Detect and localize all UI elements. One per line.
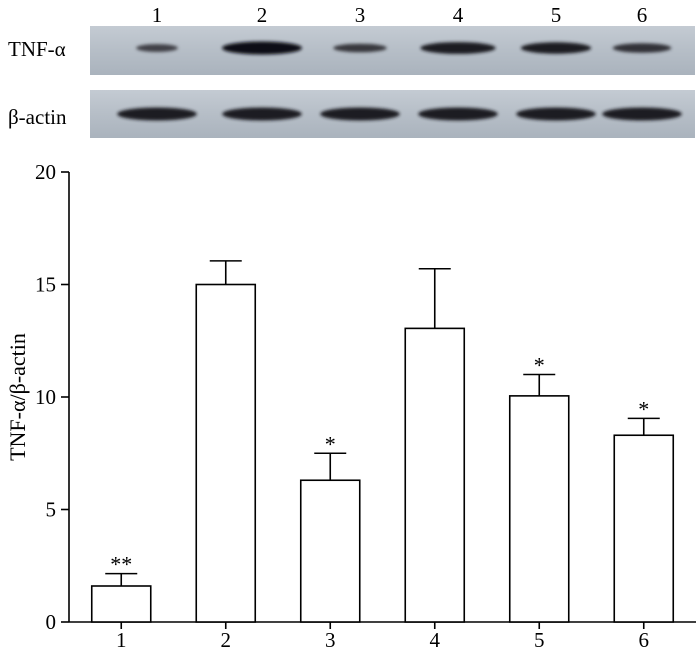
y-tick-label: 20 [35, 160, 56, 184]
blot-band [418, 107, 498, 121]
blot-bands-actin [117, 107, 682, 121]
x-tick-label: 1 [116, 628, 127, 649]
bars: ***** [90, 260, 675, 623]
blot-band [520, 42, 592, 54]
blot-row-label-actin: β-actin [8, 105, 67, 129]
y-tick-label: 15 [35, 273, 56, 297]
y-axis-label: TNF-α/β-actin [5, 333, 30, 461]
blot-bands-tnf [136, 41, 672, 55]
bar [404, 327, 466, 623]
blot-lane-label: 6 [637, 3, 648, 27]
significance-label: * [325, 431, 336, 456]
blot-band [602, 107, 682, 121]
bar [299, 479, 361, 623]
y-tick-label: 10 [35, 385, 56, 409]
x-tick-label: 3 [325, 628, 336, 649]
x-tick-label: 2 [221, 628, 232, 649]
y-tick-label: 5 [46, 498, 57, 522]
blot-band [222, 41, 302, 55]
blot-band [516, 107, 596, 121]
significance-label: * [638, 396, 649, 421]
blot-lane-labels: 1 2 3 4 5 6 [152, 3, 648, 27]
blot-band [117, 107, 197, 121]
x-tick-label: 4 [430, 628, 441, 649]
blot-membrane-tnf [90, 26, 695, 75]
bar [90, 585, 152, 623]
significance-label: * [534, 353, 545, 378]
blot-lane-label: 2 [257, 3, 268, 27]
blot-band [612, 43, 672, 53]
significance-label: ** [110, 552, 132, 577]
blot-lane-label: 4 [453, 3, 464, 27]
blot-lane-label: 1 [152, 3, 163, 27]
chart-axes [68, 172, 696, 623]
blot-lane-label: 5 [551, 3, 562, 27]
blot-band [333, 43, 387, 53]
x-tick-label: 6 [639, 628, 650, 649]
blot-band [320, 107, 400, 121]
western-blot: 1 2 3 4 5 6 TNF-α β-actin [8, 3, 695, 138]
x-axis-ticks: 1 2 3 4 5 6 [116, 622, 649, 649]
y-tick-label: 0 [46, 610, 57, 634]
blot-lane-label: 3 [355, 3, 366, 27]
blot-band [136, 44, 178, 52]
bar [508, 395, 570, 623]
blot-row-label-tnf: TNF-α [8, 37, 66, 61]
x-tick-label: 5 [534, 628, 545, 649]
blot-band [420, 42, 496, 54]
bar [195, 283, 257, 623]
y-axis-ticks: 0 5 10 15 20 [35, 160, 69, 634]
bar [613, 434, 675, 623]
blot-band [222, 107, 302, 121]
